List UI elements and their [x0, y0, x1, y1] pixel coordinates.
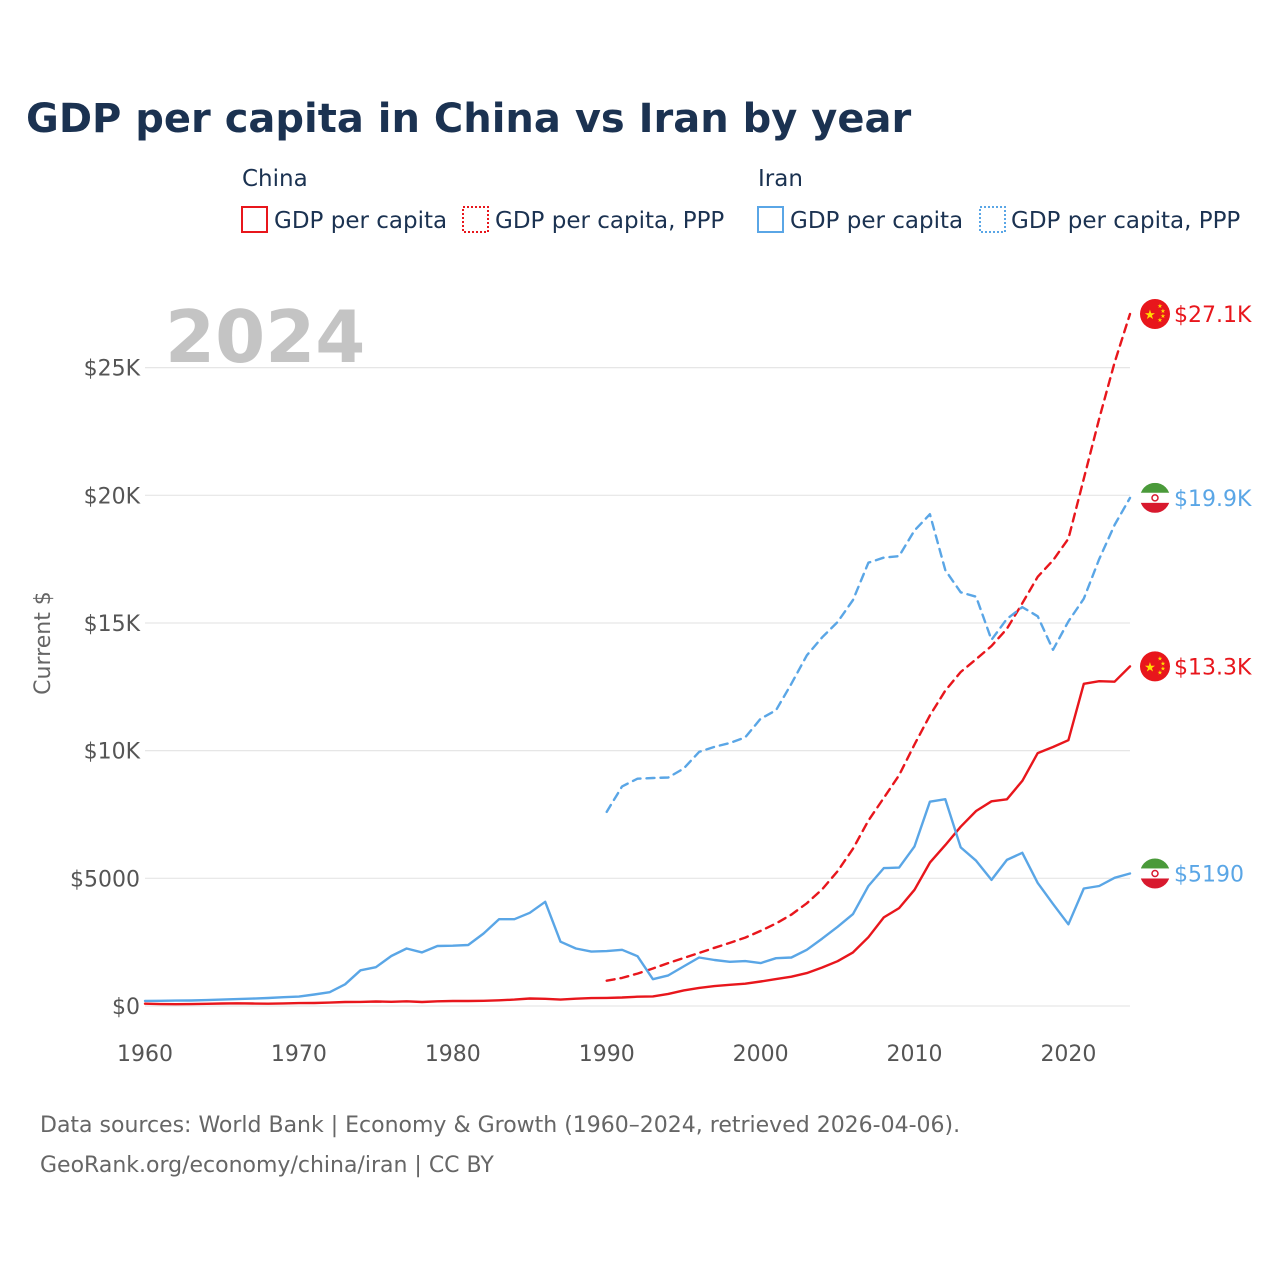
legend: China GDP per capita GDP per capita, PPP… — [241, 166, 1240, 234]
flag-small-star: ★ — [1157, 669, 1162, 676]
end-value-label: $19.9K — [1174, 487, 1252, 512]
flag-small-star: ★ — [1157, 317, 1162, 324]
x-axis: 1960 1970 1980 1990 2000 2010 2020 — [117, 1042, 1096, 1067]
flag-small-star: ★ — [1160, 665, 1165, 672]
legend-label-china-gdp-ppp[interactable]: GDP per capita, PPP — [495, 208, 724, 234]
china-flag-icon: ★★★★★ — [1140, 299, 1170, 329]
flag-stripe-red — [1140, 878, 1170, 889]
flag-stripe-white — [1140, 492, 1170, 503]
flag-small-star: ★ — [1160, 660, 1165, 667]
legend-swatch-china-gdp-ppp[interactable] — [462, 206, 489, 233]
series-line-china-gdp-per-capita-ppp[interactable] — [605, 312, 1132, 982]
china-flag-icon: ★★★★★ — [1140, 651, 1170, 682]
y-tick-label: $20K — [84, 484, 141, 509]
series — [143, 312, 1132, 1006]
iran-flag-icon — [1140, 482, 1170, 513]
legend-swatch-china-gdp[interactable] — [241, 206, 268, 233]
flag-emblem — [1151, 494, 1159, 502]
legend-swatch-iran-gdp-ppp[interactable] — [979, 206, 1006, 233]
flag-small-star: ★ — [1157, 303, 1162, 310]
source-line-1: Data sources: World Bank | Economy & Gro… — [40, 1113, 960, 1138]
y-tick-label: $10K — [84, 740, 141, 765]
series-line-china-gdp-per-capita[interactable] — [143, 665, 1132, 1006]
flag-small-star: ★ — [1157, 655, 1162, 662]
legend-label-iran-gdp-ppp[interactable]: GDP per capita, PPP — [1011, 208, 1240, 234]
flag-star: ★ — [1144, 660, 1156, 675]
x-tick-label: 2020 — [1040, 1042, 1096, 1067]
x-tick-label: 2000 — [733, 1042, 789, 1067]
x-tick-label: 1960 — [117, 1042, 173, 1067]
end-value-label: $13.3K — [1174, 655, 1252, 680]
flag-stripe-green — [1140, 858, 1170, 869]
y-tick-label: $0 — [112, 995, 140, 1020]
grid — [145, 367, 1130, 1007]
flag-star: ★ — [1144, 308, 1156, 323]
x-tick-label: 1980 — [425, 1042, 481, 1067]
end-labels: ★★★★★ $13.3K★★★★★ $27.1K$5190$19.9K — [1140, 299, 1252, 889]
series-line-iran-gdp-per-capita[interactable] — [143, 798, 1132, 1003]
chart-title: GDP per capita in China vs Iran by year — [26, 96, 911, 142]
y-tick-label: $25K — [84, 357, 141, 382]
iran-flag-icon — [1140, 858, 1170, 889]
legend-label-iran-gdp[interactable]: GDP per capita — [790, 208, 963, 234]
year-watermark: 2024 — [165, 295, 365, 379]
source-line-2: GeoRank.org/economy/china/iran | CC BY — [40, 1153, 494, 1178]
flag-small-star: ★ — [1160, 308, 1165, 315]
y-tick-label: $5000 — [70, 867, 140, 892]
flag-emblem — [1151, 869, 1159, 878]
flag-disc — [1140, 299, 1170, 329]
flag-stripe-red — [1140, 502, 1170, 513]
x-tick-label: 1970 — [271, 1042, 327, 1067]
x-tick-label: 1990 — [579, 1042, 635, 1067]
y-axis: $0 $5000 $10K $15K $20K $25K — [70, 357, 141, 1020]
flag-disc — [1140, 651, 1170, 682]
legend-group-china: China — [242, 166, 308, 192]
flag-stripe-white — [1140, 868, 1170, 879]
legend-group-iran: Iran — [758, 166, 803, 192]
y-tick-label: $15K — [84, 612, 141, 637]
end-value-label: $27.1K — [1174, 303, 1252, 328]
flag-stripe-green — [1140, 482, 1170, 493]
legend-label-china-gdp[interactable]: GDP per capita — [274, 208, 447, 234]
series-line-iran-gdp-per-capita-ppp[interactable] — [605, 496, 1132, 814]
x-tick-label: 2010 — [887, 1042, 943, 1067]
legend-swatch-iran-gdp[interactable] — [757, 206, 784, 233]
y-axis-label: Current $ — [31, 591, 56, 695]
flag-small-star: ★ — [1160, 313, 1165, 320]
end-value-label: $5190 — [1174, 862, 1244, 887]
